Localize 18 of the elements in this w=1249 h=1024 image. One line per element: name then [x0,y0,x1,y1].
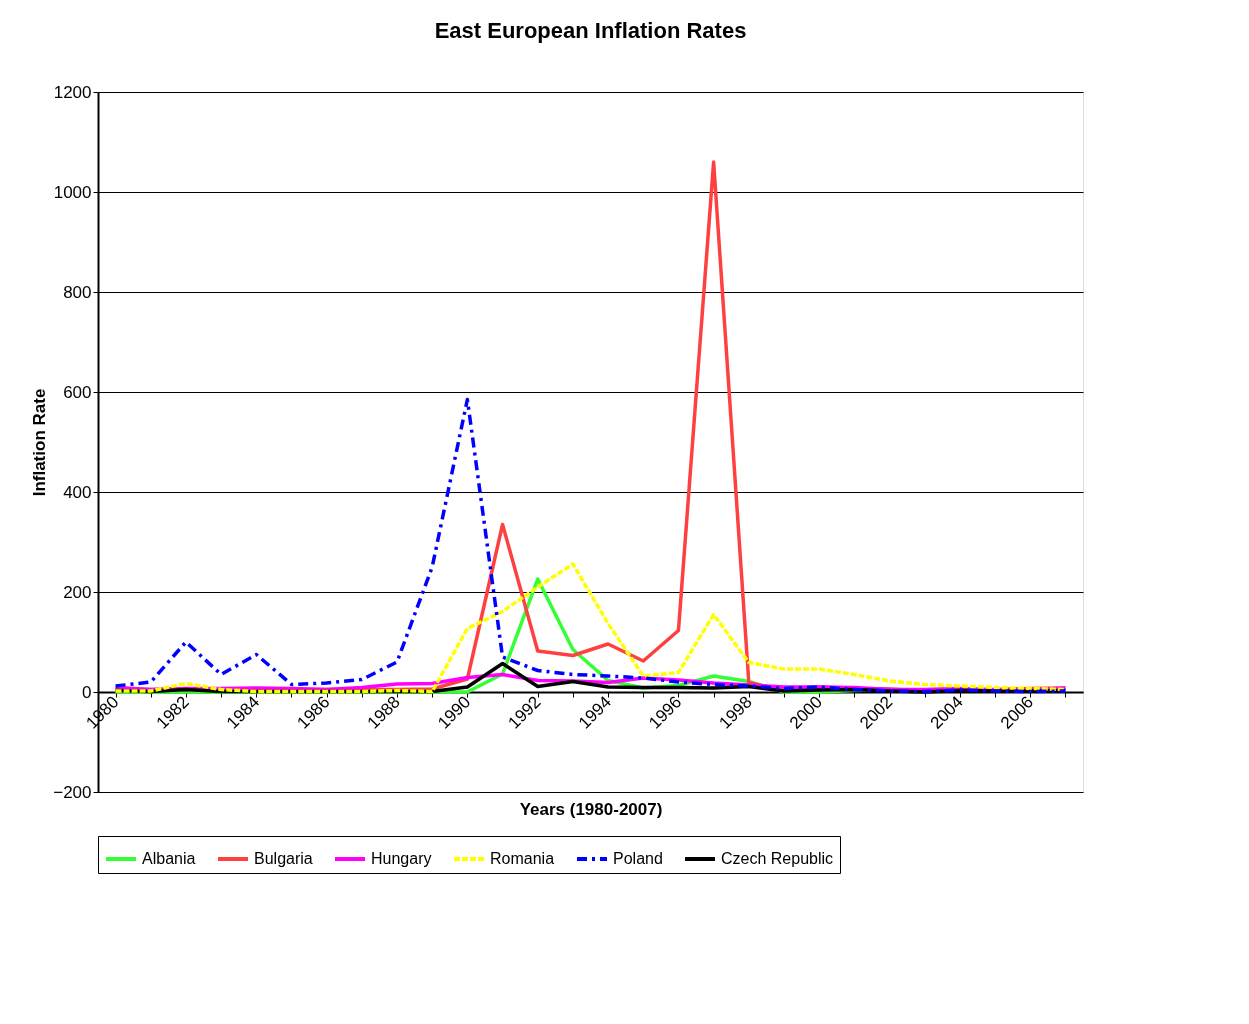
legend-label: Albania [142,850,196,867]
y-tick-label: −200 [53,782,92,802]
y-tick-label: 200 [63,582,92,602]
y-tick-label: 400 [63,482,92,502]
legend-label: Bulgaria [254,850,313,867]
y-axis-title: Inflation Rate [30,388,50,497]
y-tick-label: 600 [63,382,92,402]
legend-label: Hungary [371,850,432,867]
legend-label: Romania [490,850,555,867]
y-tick-label: 0 [82,682,92,702]
y-tick-label: 800 [63,282,92,302]
legend-label: Czech Republic [721,850,834,867]
y-tick-label: 1200 [53,82,92,102]
x-axis-title: Years (1980-2007) [519,799,663,819]
legend-label: Poland [613,850,663,867]
y-tick-label: 1000 [53,182,92,202]
line-series [113,397,1068,694]
chart-title: East European Inflation Rates [434,18,747,43]
